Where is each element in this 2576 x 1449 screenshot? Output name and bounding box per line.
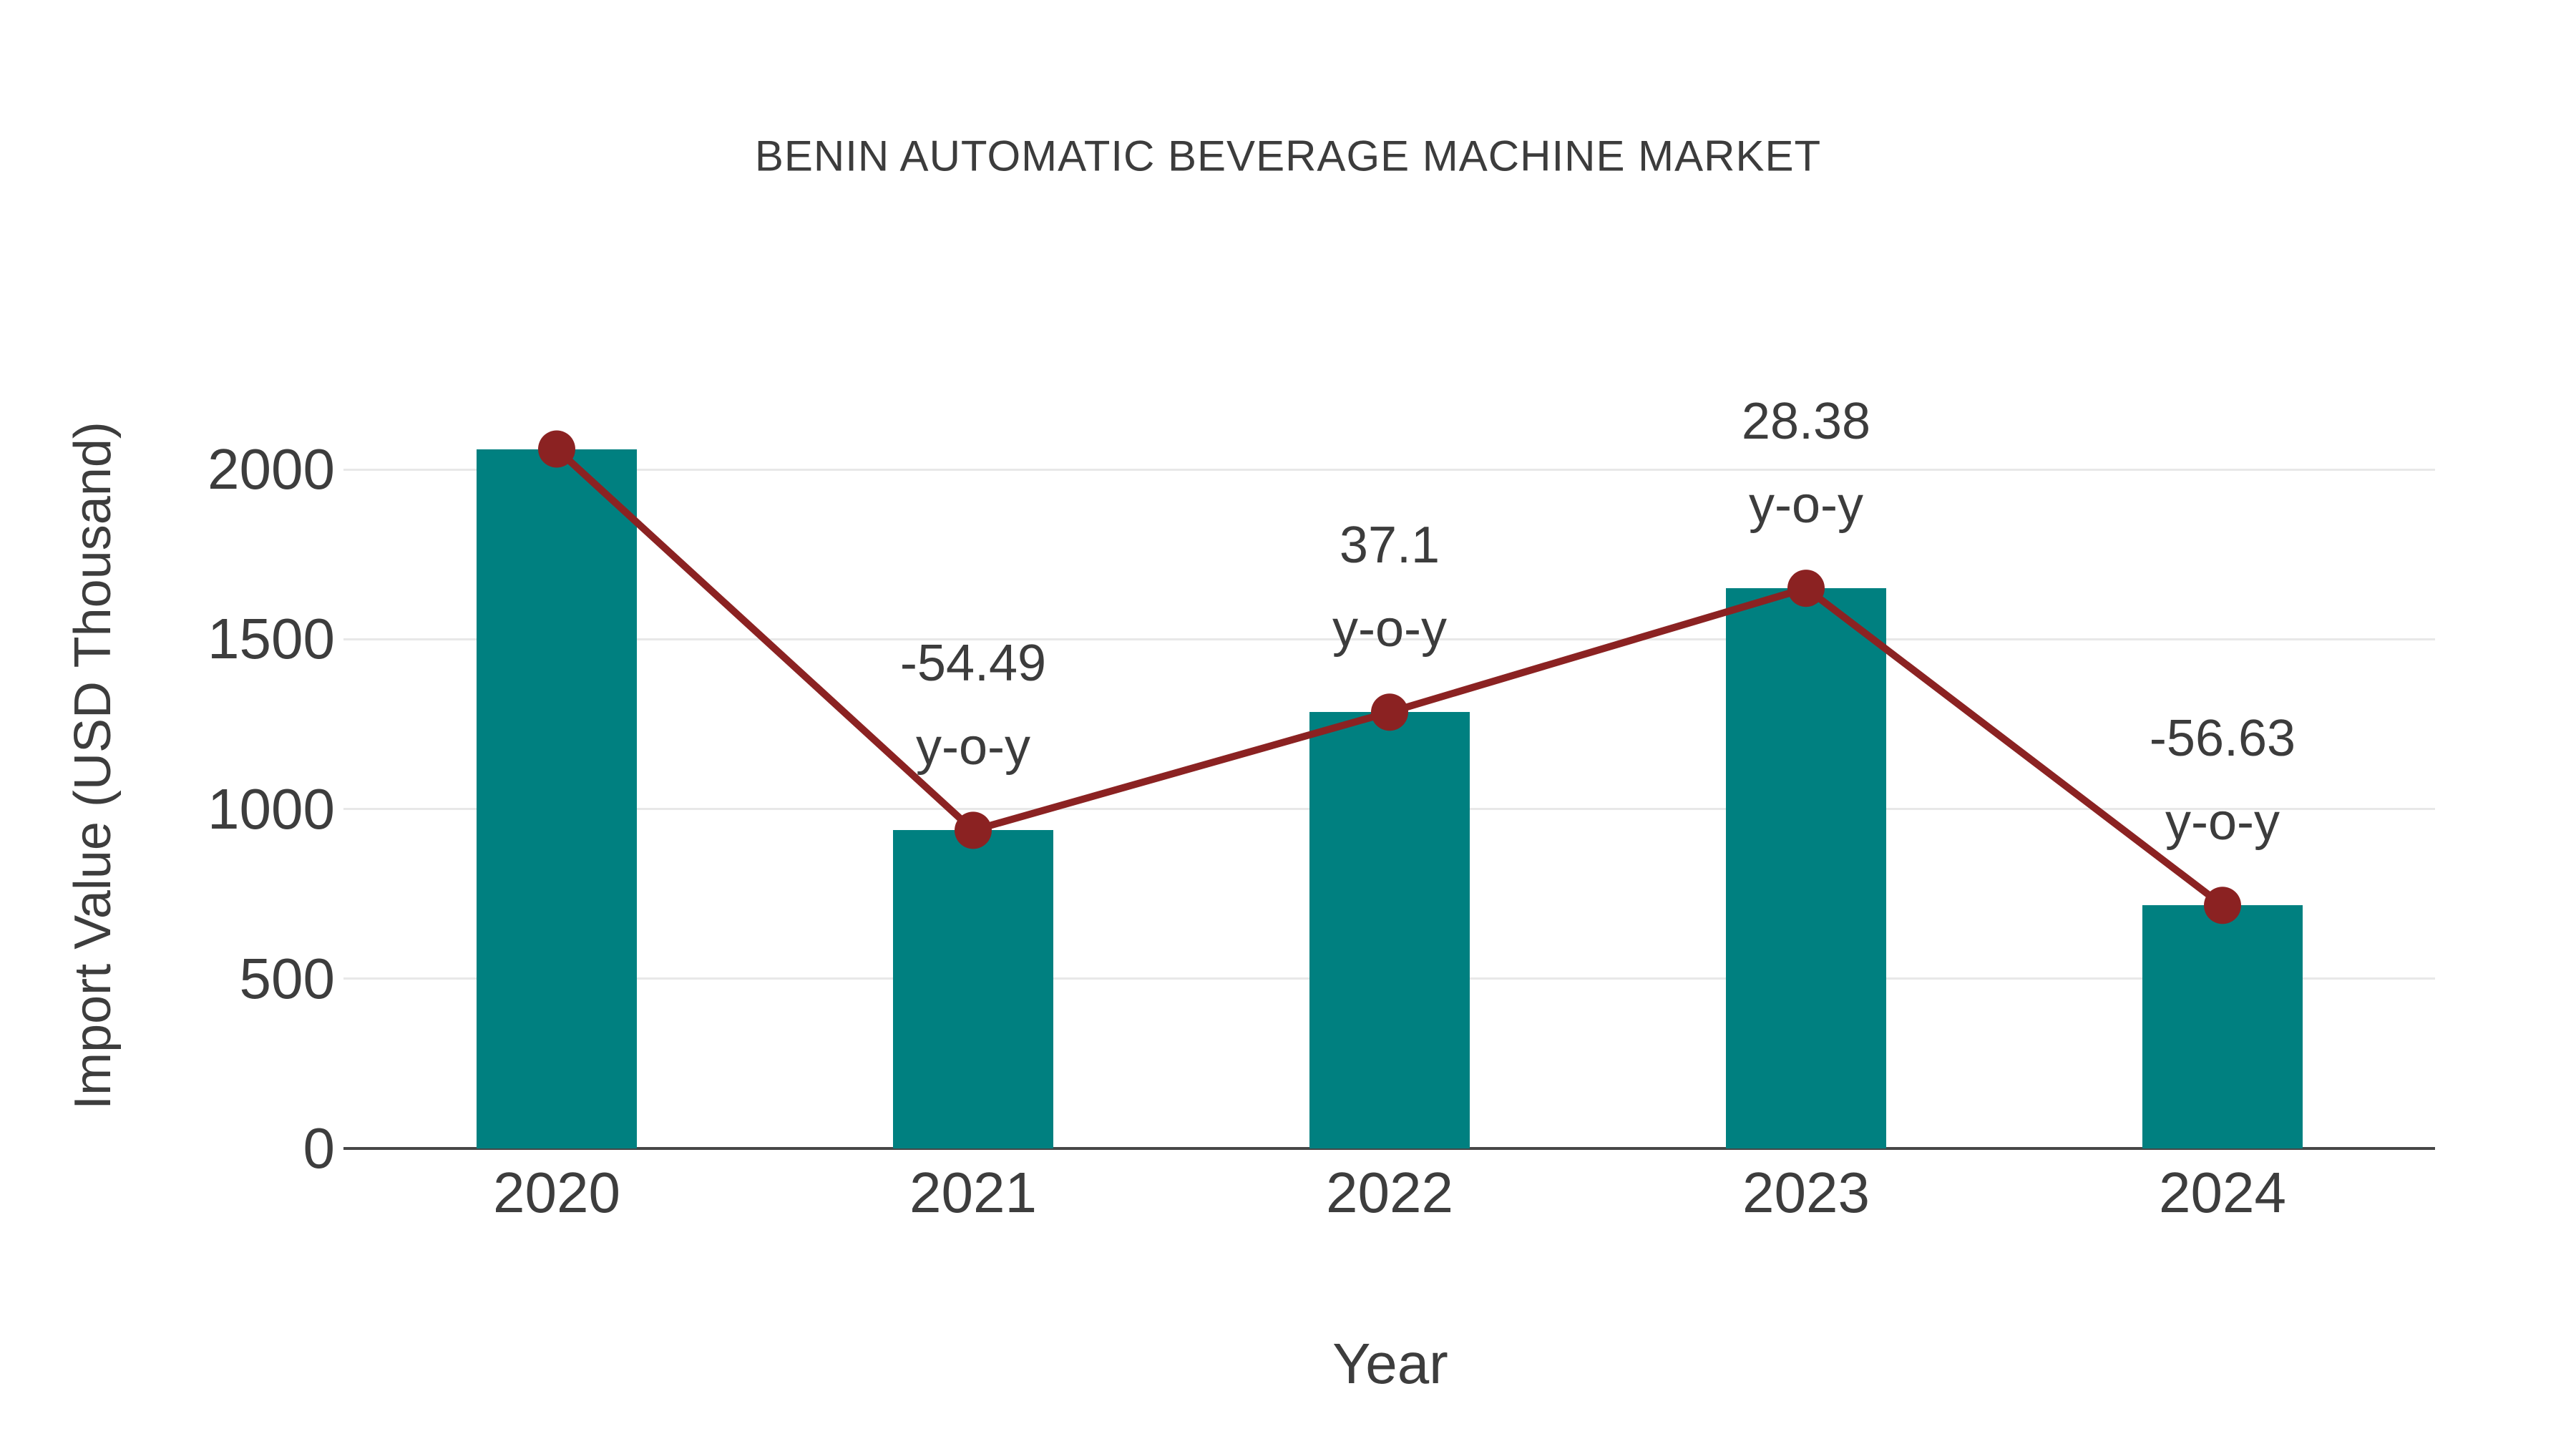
annotation-2022-suffix: y-o-y [1332, 600, 1447, 658]
annotation-2021-value: -54.49 [899, 635, 1047, 693]
y-tick-label-2000: 2000 [208, 437, 335, 501]
yoy-marker-2021 [955, 811, 992, 849]
annotation-2023-value: 28.38 [1741, 393, 1871, 451]
x-tick-label-2020: 2020 [493, 1161, 620, 1224]
yoy-marker-2024 [2204, 887, 2241, 924]
y-tick-label-1000: 1000 [208, 776, 335, 841]
x-tick-label-2021: 2021 [909, 1161, 1037, 1224]
x-tick-label-2023: 2023 [1742, 1161, 1870, 1224]
y-tick-label-500: 500 [239, 946, 335, 1010]
chart-title: BENIN AUTOMATIC BEVERAGE MACHINE MARKET [754, 132, 1822, 180]
x-tick-label-2024: 2024 [2159, 1161, 2286, 1224]
annotation-2023-suffix: y-o-y [1749, 477, 1863, 535]
y-tick-label-1500: 1500 [208, 607, 335, 671]
x-axis-title: Year [1332, 1332, 1448, 1395]
annotation-2022-value: 37.1 [1339, 517, 1440, 575]
bar-2020 [477, 449, 637, 1148]
annotation-2024-value: -56.63 [2149, 710, 2296, 768]
bar-2023 [1726, 588, 1886, 1148]
gridline-y1500 [343, 638, 2435, 640]
annotation-2024-suffix: y-o-y [2165, 794, 2280, 852]
yoy-marker-2022 [1371, 693, 1408, 731]
bar-2021 [893, 830, 1053, 1148]
x-axis-line [343, 1147, 2435, 1150]
annotation-2021-suffix: y-o-y [916, 718, 1030, 776]
yoy-marker-2020 [538, 430, 575, 468]
x-tick-label-2022: 2022 [1326, 1161, 1453, 1224]
y-tick-label-0: 0 [303, 1116, 336, 1180]
bar-2022 [1309, 712, 1470, 1148]
yoy-marker-2023 [1787, 570, 1825, 608]
bar-2024 [2142, 905, 2303, 1148]
gridline-y2000 [343, 468, 2435, 471]
